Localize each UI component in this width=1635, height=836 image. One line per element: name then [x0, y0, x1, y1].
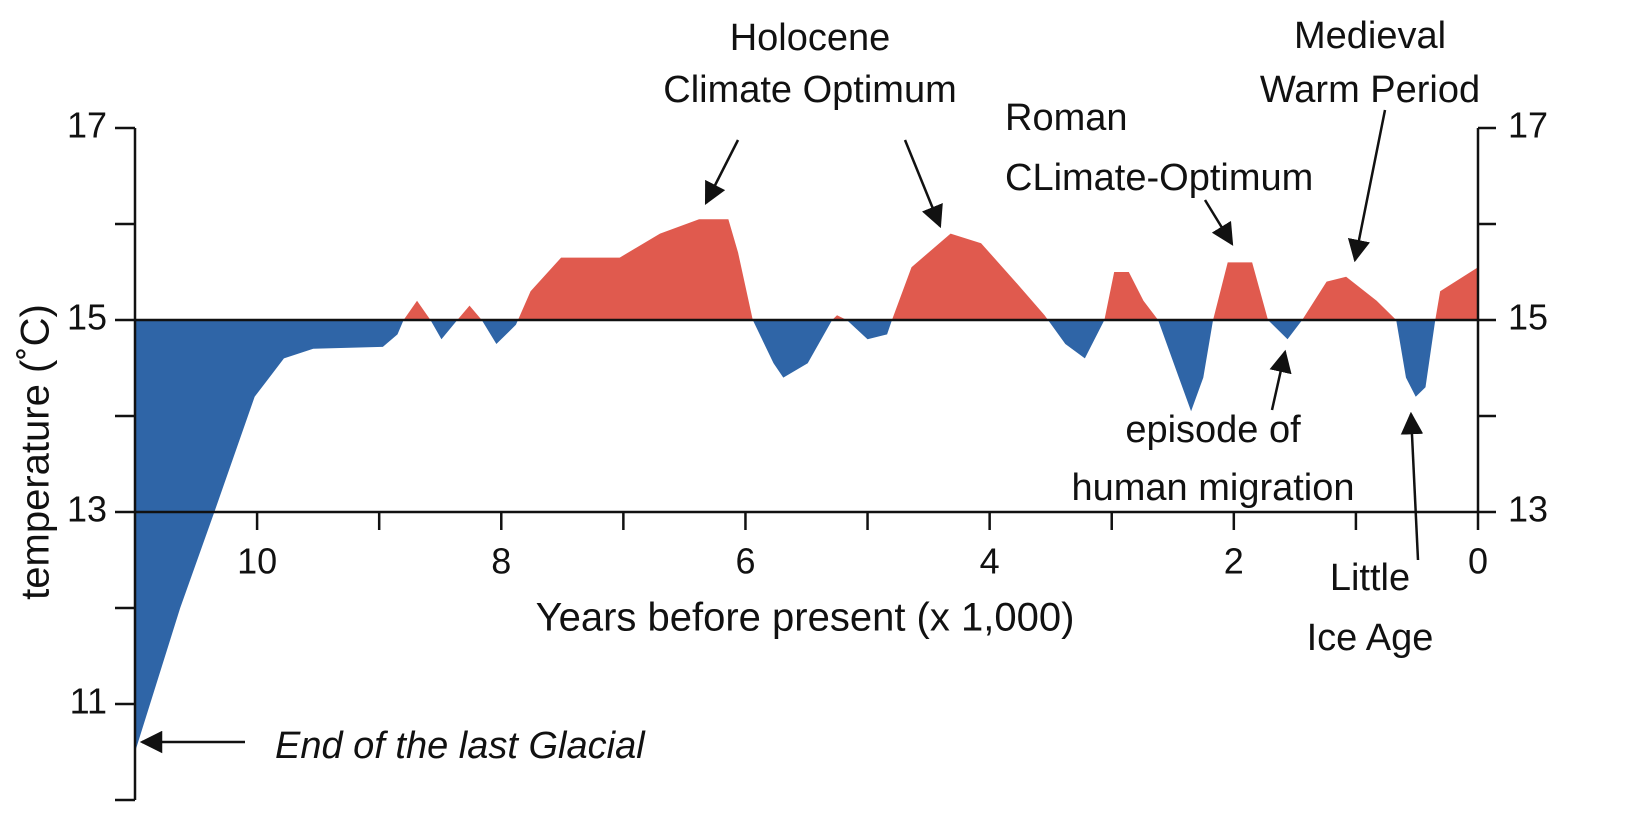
arrow	[903, 139, 943, 229]
y2-tick-label: 17	[1508, 105, 1548, 146]
y-tick-label: 13	[67, 489, 107, 530]
arrow	[1203, 199, 1234, 246]
y2-tick-label: 15	[1508, 297, 1548, 338]
x-tick-label: 10	[237, 541, 277, 582]
y-tick-label: 15	[67, 297, 107, 338]
x-tick-label: 0	[1468, 541, 1488, 582]
x-tick-label: 8	[491, 541, 511, 582]
annotation: Climate Optimum	[663, 69, 957, 111]
annotation: Ice Age	[1307, 617, 1434, 659]
x-tick-label: 4	[980, 541, 1000, 582]
annotation: Holocene	[730, 17, 891, 59]
annotation: CLimate-Optimum	[1005, 157, 1313, 199]
annotation: Medieval	[1294, 15, 1446, 57]
x-tick-label: 2	[1224, 541, 1244, 582]
arrow	[1400, 411, 1424, 561]
x-axis-label: Years before present (x 1,000)	[536, 596, 1075, 640]
arrow	[1347, 109, 1387, 263]
temperature-area	[135, 219, 1478, 752]
annotation: Roman	[1005, 97, 1128, 139]
y-tick-label: 11	[70, 681, 107, 722]
y-tick-label: 17	[67, 105, 107, 146]
annotation: End of the last Glacial	[275, 725, 646, 767]
y2-tick-label: 13	[1508, 489, 1548, 530]
annotation: episode of	[1125, 409, 1301, 451]
arrow	[1269, 349, 1292, 411]
arrows	[139, 109, 1424, 754]
x-tick-label: 6	[735, 541, 755, 582]
y-axis-label: temperature (˚C)	[14, 304, 58, 600]
annotation: Warm Period	[1260, 69, 1480, 111]
annotation: human migration	[1071, 467, 1354, 509]
annotation: Little	[1330, 557, 1410, 599]
arrow	[704, 139, 740, 206]
